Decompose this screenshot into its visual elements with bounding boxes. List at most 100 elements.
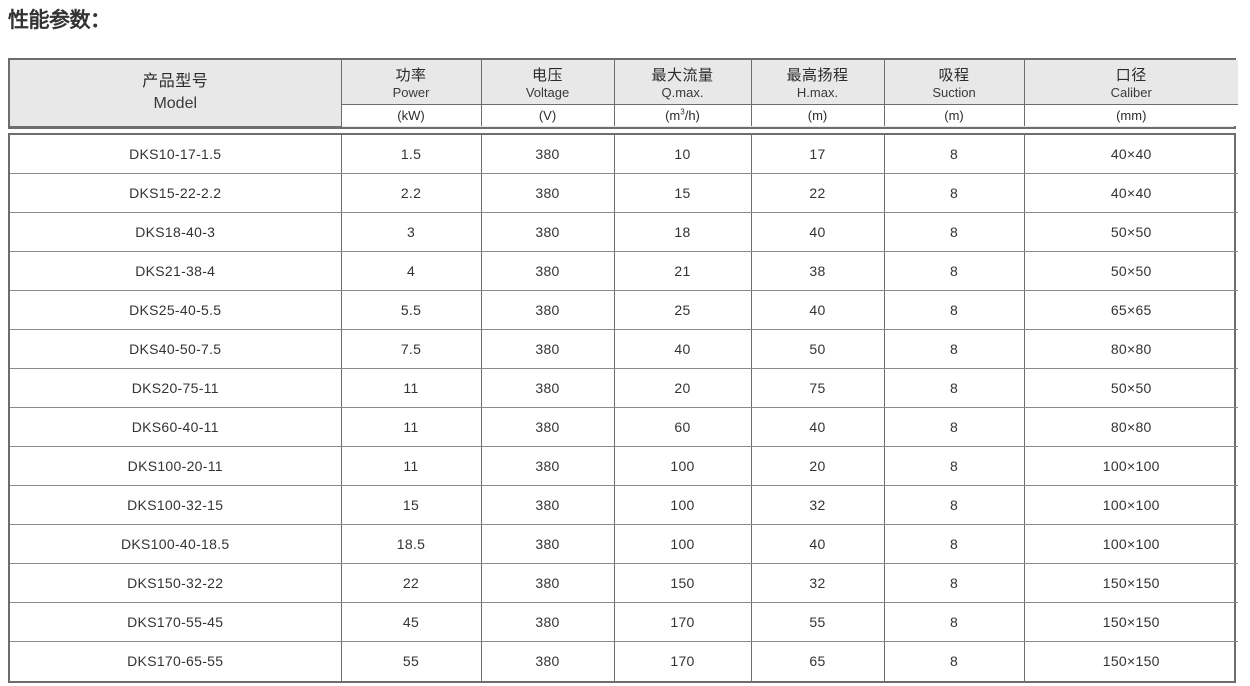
header-row-titles: 产品型号 Model 功率 Power 电压 Voltage 最大流量 <box>10 60 1238 127</box>
table-row: DKS100-32-15 15 380 100 32 8 100×100 <box>10 485 1238 525</box>
cell-qmax: 25 <box>614 290 752 330</box>
cell-qmax: 10 <box>614 134 752 174</box>
col-header-suction-en: Suction <box>932 85 976 101</box>
cell-hmax: 32 <box>751 563 885 603</box>
cell-power: 18.5 <box>341 524 482 564</box>
table-row: DKS170-55-45 45 380 170 55 8 150×150 <box>10 602 1238 642</box>
cell-power: 3 <box>341 212 482 252</box>
cell-model: DKS150-32-22 <box>10 563 342 603</box>
cell-suction: 8 <box>884 290 1025 330</box>
col-header-caliber-en: Caliber <box>1110 85 1152 101</box>
table-row: DKS15-22-2.2 2.2 380 15 22 8 40×40 <box>10 173 1238 213</box>
cell-qmax: 170 <box>614 602 752 642</box>
col-header-suction: 吸程 Suction <box>883 60 1025 105</box>
cell-suction: 8 <box>884 368 1025 408</box>
cell-hmax: 40 <box>751 524 885 564</box>
cell-model: DKS18-40-3 <box>10 212 342 252</box>
cell-qmax: 18 <box>614 212 752 252</box>
col-header-voltage-cn: 电压 <box>531 67 563 85</box>
col-header-qmax: 最大流量 Q.max. <box>613 60 752 105</box>
cell-voltage: 380 <box>481 368 615 408</box>
cell-power: 45 <box>341 602 482 642</box>
cell-qmax: 100 <box>614 524 752 564</box>
table-row: DKS21-38-4 4 380 21 38 8 50×50 <box>10 251 1238 291</box>
cell-suction: 8 <box>884 485 1025 525</box>
cell-qmax: 60 <box>614 407 752 447</box>
col-header-power: 功率 Power <box>340 60 482 105</box>
cell-caliber: 80×80 <box>1024 407 1238 447</box>
table-row: DKS60-40-11 11 380 60 40 8 80×80 <box>10 407 1238 447</box>
col-header-model-en: Model <box>153 94 198 112</box>
col-unit-qmax-sup: 3 <box>680 107 685 117</box>
col-unit-qmax: (m3/h) <box>613 103 752 126</box>
cell-voltage: 380 <box>481 524 615 564</box>
col-header-voltage: 电压 Voltage <box>480 60 615 105</box>
cell-power: 22 <box>341 563 482 603</box>
col-header-power-en: Power <box>392 85 430 101</box>
cell-voltage: 380 <box>481 602 615 642</box>
cell-suction: 8 <box>884 329 1025 369</box>
cell-caliber: 50×50 <box>1024 368 1238 408</box>
cell-caliber: 100×100 <box>1024 524 1238 564</box>
cell-qmax: 100 <box>614 446 752 486</box>
table-row: DKS40-50-7.5 7.5 380 40 50 8 80×80 <box>10 329 1238 369</box>
cell-caliber: 65×65 <box>1024 290 1238 330</box>
col-header-hmax: 最高扬程 H.max. <box>750 60 885 105</box>
cell-hmax: 38 <box>751 251 885 291</box>
table-row: DKS150-32-22 22 380 150 32 8 150×150 <box>10 563 1238 603</box>
cell-suction: 8 <box>884 251 1025 291</box>
cell-qmax: 150 <box>614 563 752 603</box>
cell-qmax: 100 <box>614 485 752 525</box>
cell-hmax: 32 <box>751 485 885 525</box>
cell-hmax: 40 <box>751 290 885 330</box>
cell-caliber: 40×40 <box>1024 173 1238 213</box>
cell-hmax: 20 <box>751 446 885 486</box>
cell-hmax: 75 <box>751 368 885 408</box>
cell-model: DKS25-40-5.5 <box>10 290 342 330</box>
cell-power: 11 <box>341 446 482 486</box>
cell-caliber: 100×100 <box>1024 485 1238 525</box>
cell-voltage: 380 <box>481 563 615 603</box>
cell-suction: 8 <box>884 212 1025 252</box>
col-header-hmax-en: H.max. <box>796 85 839 101</box>
cell-caliber: 40×40 <box>1024 134 1238 174</box>
cell-caliber: 150×150 <box>1102 653 1160 670</box>
col-header-qmax-en: Q.max. <box>661 85 704 101</box>
cell-hmax: 22 <box>751 173 885 213</box>
cell-caliber: 80×80 <box>1024 329 1238 369</box>
cell-power: 15 <box>341 485 482 525</box>
cell-model: DKS170-55-45 <box>10 602 342 642</box>
col-header-model-cn: 产品型号 <box>142 73 209 91</box>
cell-qmax: 21 <box>614 251 752 291</box>
cell-model: DKS40-50-7.5 <box>10 329 342 369</box>
cell-model: DKS10-17-1.5 <box>10 134 342 174</box>
cell-qmax: 15 <box>614 173 752 213</box>
col-header-qmax-cn: 最大流量 <box>651 67 714 85</box>
cell-suction: 8 <box>884 407 1025 447</box>
header-row-units: (kW) (V) (m3/h) (m) (m) (mm) <box>10 103 1238 126</box>
table-row: DKS170-65-55 55 380 170 65 8 150×150 <box>10 641 1238 681</box>
cell-voltage: 380 <box>481 485 615 525</box>
table-row: DKS10-17-1.5 1.5 380 10 17 8 40×40 <box>10 134 1238 174</box>
cell-hmax: 50 <box>751 329 885 369</box>
cell-suction: 8 <box>884 563 1025 603</box>
cell-power: 5.5 <box>341 290 482 330</box>
cell-power: 11 <box>341 407 482 447</box>
cell-caliber: 50×50 <box>1024 251 1238 291</box>
table-row: DKS100-40-18.5 18.5 380 100 40 8 100×100 <box>10 524 1238 564</box>
cell-voltage: 380 <box>481 251 615 291</box>
cell-suction: 8 <box>884 641 1025 681</box>
cell-model: DKS15-22-2.2 <box>10 173 342 213</box>
cell-voltage: 380 <box>481 329 615 369</box>
col-unit-qmax-suffix: /h) <box>684 107 700 123</box>
cell-voltage: 380 <box>481 290 615 330</box>
table-header: 产品型号 Model 功率 Power 电压 Voltage 最大流量 <box>10 60 1238 127</box>
cell-voltage: 380 <box>481 134 615 174</box>
cell-hmax: 55 <box>751 602 885 642</box>
cell-model: DKS100-20-11 <box>10 446 342 486</box>
col-header-power-cn: 功率 <box>395 67 427 85</box>
table-body-block: DKS10-17-1.5 1.5 380 10 17 8 40×40 DKS15-22-2.2… <box>8 132 1238 683</box>
cell-model: DKS100-32-15 <box>10 485 342 525</box>
cell-model: DKS21-38-4 <box>10 251 342 291</box>
cell-voltage: 380 <box>481 173 615 213</box>
